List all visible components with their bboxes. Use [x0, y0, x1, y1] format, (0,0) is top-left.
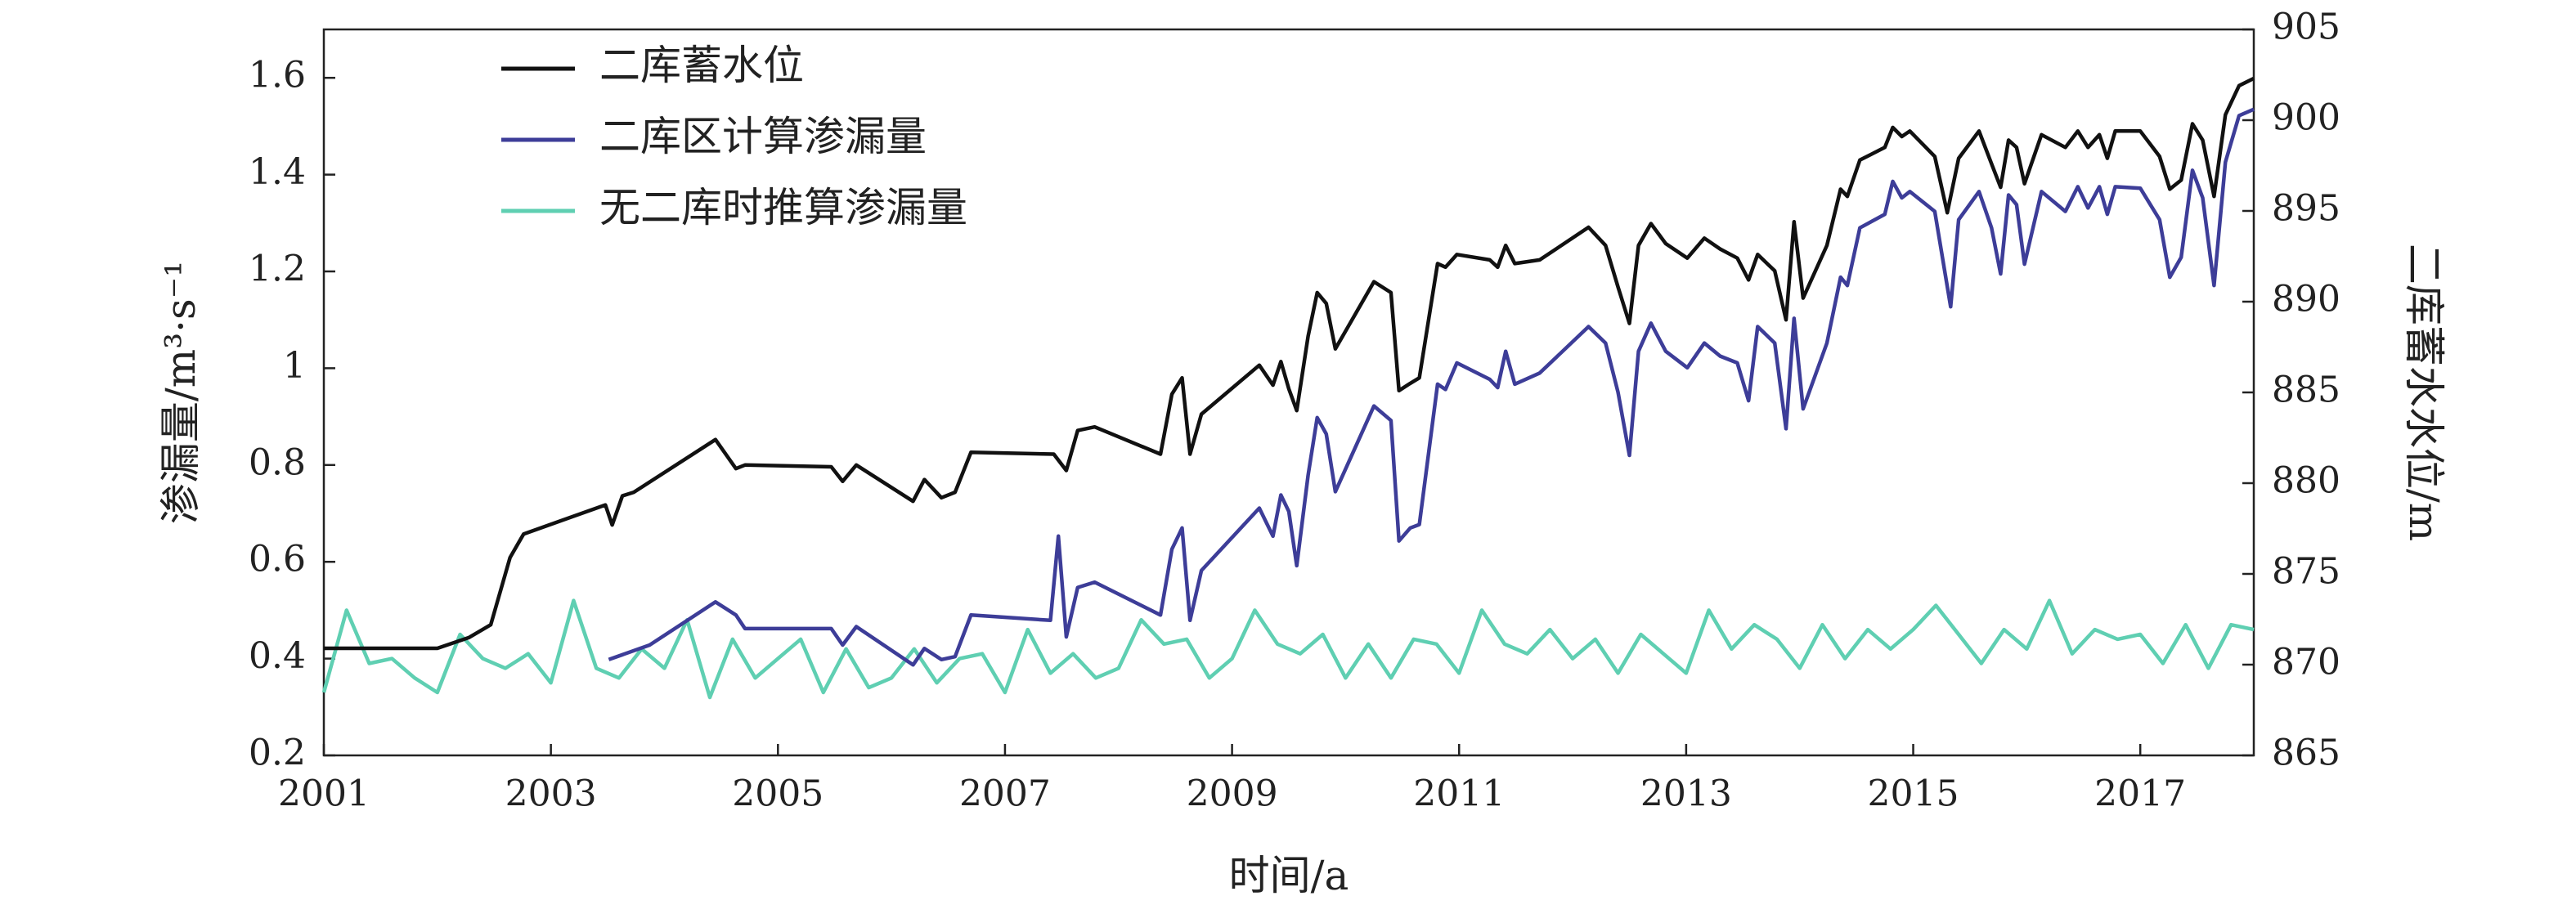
- y-tick-label: 0.6: [249, 539, 306, 580]
- legend-label: 二库蓄水位: [599, 42, 804, 89]
- y-tick-label: 1.4: [249, 151, 306, 193]
- x-tick-label: 2001: [278, 773, 370, 815]
- legend-label: 二库区计算渗漏量: [599, 113, 927, 160]
- x-tick-label: 2007: [959, 773, 1051, 815]
- y2-tick-label: 905: [2272, 7, 2340, 48]
- x-tick-label: 2005: [732, 773, 824, 815]
- x-tick-label: 2017: [2094, 773, 2186, 815]
- x-tick-label: 2011: [1413, 773, 1505, 815]
- y2-tick-label: 865: [2272, 733, 2340, 774]
- y2-tick-label: 895: [2272, 188, 2340, 230]
- y2-tick-label: 870: [2272, 642, 2340, 683]
- x-tick-label: 2009: [1187, 773, 1278, 815]
- y-tick-label: 0.4: [249, 635, 306, 677]
- x-axis-title: 时间/a: [1229, 852, 1349, 899]
- y2-tick-label: 875: [2272, 551, 2340, 593]
- y2-tick-label: 880: [2272, 460, 2340, 502]
- series-line: [321, 598, 2255, 700]
- y-tick-label: 1.2: [249, 249, 306, 290]
- y-axis-title: 渗漏量/m³·s⁻¹: [157, 261, 204, 524]
- y2-tick-label: 900: [2272, 97, 2340, 139]
- y-tick-label: 1: [283, 345, 306, 387]
- y2-axis-title: 二库蓄水水位/m: [2400, 244, 2448, 541]
- y2-tick-label: 890: [2272, 279, 2340, 320]
- x-tick-label: 2003: [505, 773, 597, 815]
- y-tick-label: 1.6: [249, 55, 306, 96]
- legend-label: 无二库时推算渗漏量: [599, 184, 967, 231]
- x-tick-label: 2013: [1640, 773, 1732, 815]
- y-tick-label: 0.8: [249, 441, 306, 483]
- y2-tick-label: 885: [2272, 370, 2340, 411]
- y-tick-label: 0.2: [249, 733, 306, 774]
- x-tick-label: 2015: [1868, 773, 1959, 815]
- series-line: [608, 107, 2255, 667]
- series-line: [324, 76, 2255, 651]
